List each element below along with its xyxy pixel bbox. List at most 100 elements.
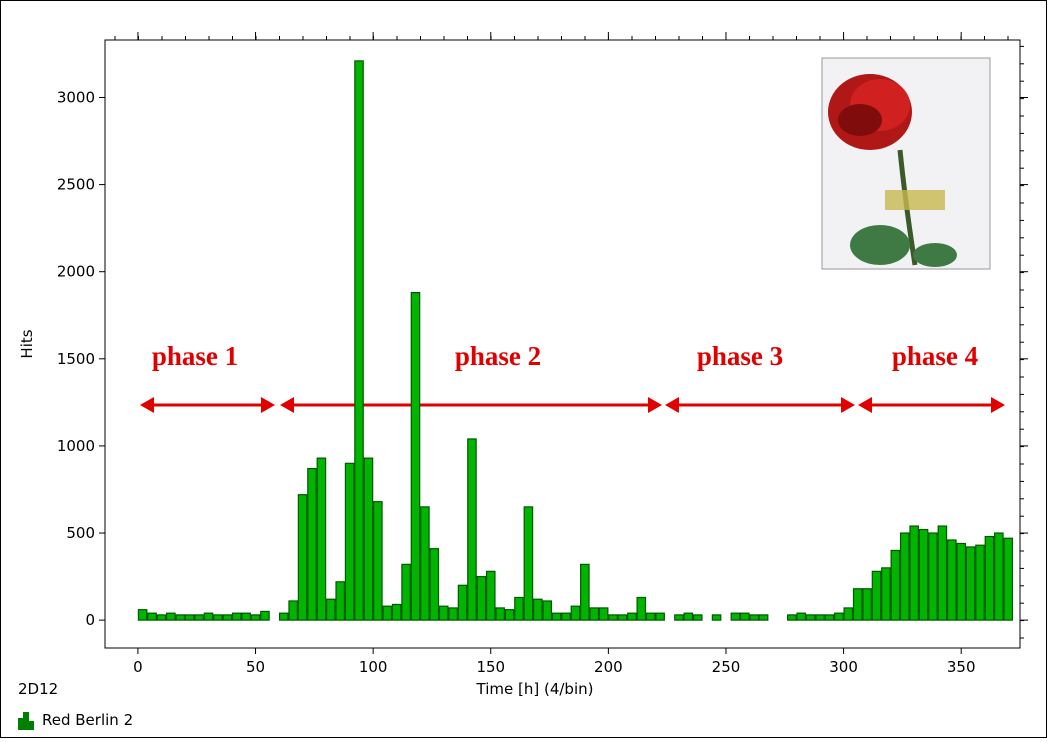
- bar: [316, 457, 327, 621]
- annotation: phase 1: [152, 341, 238, 371]
- bar: [608, 614, 618, 621]
- bar: [1003, 537, 1014, 621]
- bar: [297, 494, 308, 621]
- bar: [382, 605, 393, 621]
- bar: [711, 614, 722, 621]
- bar: [589, 607, 600, 621]
- bar: [250, 614, 261, 621]
- bar: [523, 506, 534, 621]
- bar: [984, 535, 995, 621]
- bar: [824, 614, 835, 621]
- y-tick-label: 3000: [57, 88, 95, 106]
- bar: [354, 60, 364, 621]
- bar: [137, 609, 148, 621]
- bar: [805, 614, 816, 621]
- annotation: phase 2: [455, 341, 541, 371]
- y-axis-label: Hits: [18, 329, 36, 358]
- bar: [871, 570, 882, 621]
- y-tick-label: 1000: [57, 437, 95, 455]
- bar: [401, 563, 411, 621]
- y-tick-label: 2000: [57, 263, 95, 281]
- legend-icon: [18, 712, 34, 730]
- bar: [636, 596, 647, 621]
- bar: [532, 598, 543, 621]
- bar: [326, 598, 336, 621]
- bar: [617, 614, 628, 621]
- x-axis-label: Time [h] (4/bin): [476, 680, 594, 698]
- bar: [213, 614, 223, 621]
- bar: [956, 542, 966, 621]
- y-tick-label: 2500: [57, 176, 95, 194]
- bar: [429, 548, 440, 621]
- bar: [391, 603, 402, 621]
- bar: [457, 584, 468, 621]
- bar: [787, 614, 797, 621]
- annotation: phase 4: [892, 341, 978, 371]
- x-tick-label: 0: [133, 658, 143, 676]
- x-tick-label: 150: [476, 658, 505, 676]
- bar: [852, 588, 863, 621]
- bar: [890, 549, 901, 621]
- bar: [683, 612, 694, 621]
- bar: [241, 612, 251, 621]
- bar: [645, 612, 656, 621]
- bar: [965, 546, 976, 621]
- x-tick-label: 50: [246, 658, 265, 676]
- y-tick-label: 500: [66, 524, 95, 542]
- bar: [504, 609, 515, 621]
- bar: [881, 567, 891, 621]
- x-tick-label: 100: [359, 658, 388, 676]
- y-tick-label: 0: [85, 611, 95, 629]
- bar: [627, 612, 637, 621]
- bar: [410, 292, 421, 621]
- bar: [834, 612, 844, 621]
- caption: 2D12: [18, 680, 58, 698]
- x-tick-label: 350: [947, 658, 976, 676]
- bar: [758, 614, 769, 621]
- bar: [561, 612, 571, 621]
- annotation: phase 3: [697, 341, 783, 371]
- bar: [994, 532, 1004, 621]
- bar: [843, 607, 854, 621]
- bar: [485, 570, 496, 621]
- bar: [373, 501, 383, 621]
- bar: [580, 563, 590, 621]
- bar: [495, 607, 505, 621]
- x-tick-label: 200: [594, 658, 623, 676]
- bar: [307, 467, 317, 621]
- bar: [899, 532, 910, 621]
- bar: [674, 614, 684, 621]
- x-tick-label: 300: [829, 658, 858, 676]
- bar: [175, 614, 186, 621]
- bar: [147, 612, 157, 621]
- bar: [796, 612, 807, 621]
- bar: [655, 612, 665, 621]
- bar: [749, 614, 760, 621]
- bar: [476, 575, 487, 621]
- bar: [260, 610, 270, 621]
- bar: [156, 614, 167, 621]
- bar: [278, 612, 289, 621]
- bar: [420, 506, 430, 621]
- bar: [928, 532, 938, 621]
- bar: [288, 600, 298, 621]
- bar: [194, 614, 204, 621]
- bar: [448, 607, 458, 621]
- bar: [203, 612, 214, 621]
- bar: [363, 457, 374, 621]
- bar: [514, 596, 524, 621]
- bar: [551, 612, 562, 621]
- bar: [231, 612, 242, 621]
- bar: [438, 605, 449, 621]
- bar: [975, 544, 985, 621]
- bar: [542, 600, 553, 621]
- bar: [335, 581, 346, 621]
- x-tick-label: 250: [712, 658, 741, 676]
- bar: [344, 462, 355, 621]
- bar: [918, 528, 929, 621]
- bar: [184, 614, 195, 621]
- bar: [166, 612, 176, 621]
- bar: [739, 612, 750, 621]
